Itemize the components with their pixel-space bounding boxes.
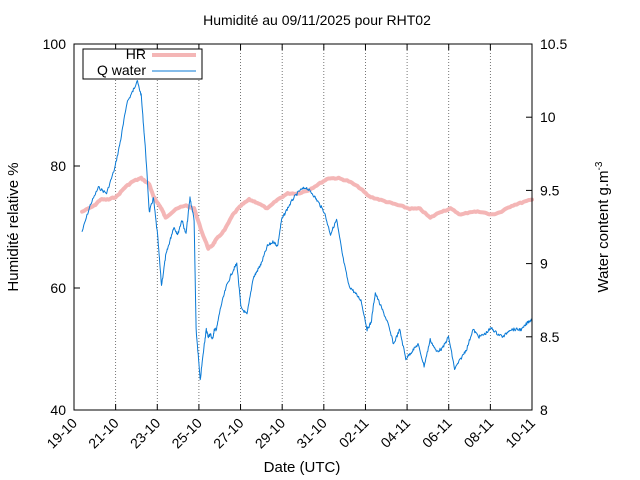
legend-label-q-water: Q water [97, 62, 146, 78]
hr-series [80, 175, 534, 251]
vertical-grid [115, 44, 491, 410]
y-right-tick-label: 10.5 [540, 36, 567, 52]
y-right-tick-label: 9 [540, 256, 548, 272]
plot-frame [73, 43, 533, 411]
y-left-tick-label: 60 [50, 280, 66, 296]
y-right-tick-label: 8.5 [540, 329, 560, 345]
y-left-tick-label: 40 [50, 402, 66, 418]
legend: HR Q water [82, 46, 203, 80]
y-left-axis-label: Humidité relative % [5, 162, 22, 291]
hr-line [80, 175, 534, 251]
y-right-axis-label: Water content g.m-3 [594, 161, 612, 292]
y-left-tick-label: 100 [43, 36, 67, 52]
q-water-series [81, 80, 533, 381]
y-right-tick-label: 10 [540, 109, 556, 125]
y-right-tick-label: 9.5 [540, 182, 560, 198]
x-axis-label: Date (UTC) [264, 459, 341, 476]
y-right-tick-label: 8 [540, 402, 548, 418]
chart-title: Humidité au 09/11/2025 pour RHT02 [203, 12, 431, 28]
y-left-tick-label: 80 [50, 158, 66, 174]
q-water-line [81, 80, 533, 381]
legend-label-hr: HR [126, 46, 146, 62]
